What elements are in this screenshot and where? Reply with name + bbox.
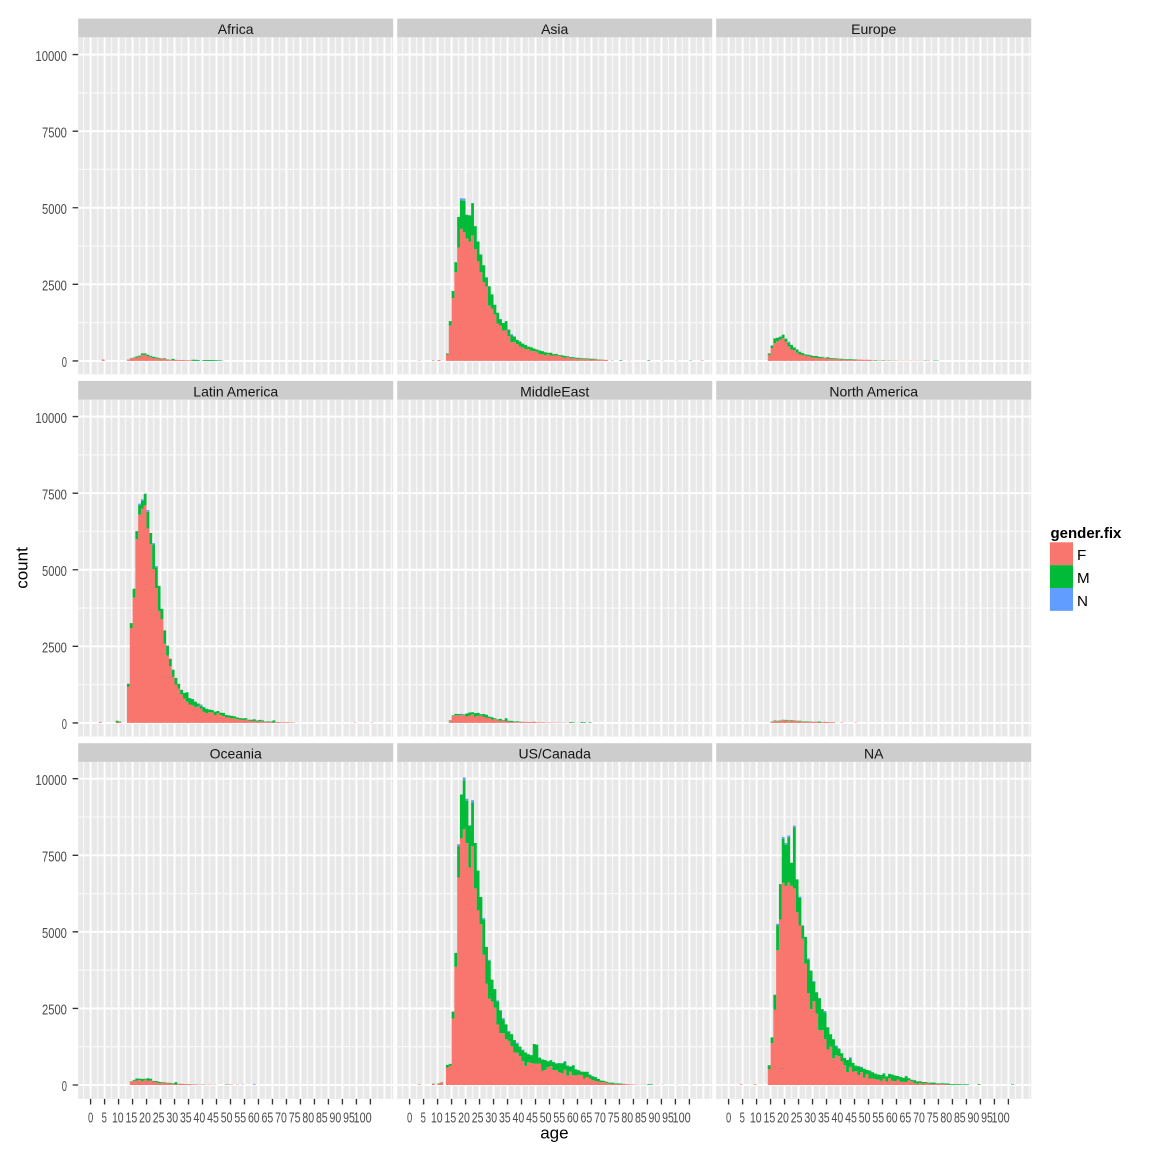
svg-text:90: 90	[649, 1110, 661, 1126]
svg-text:2500: 2500	[42, 1003, 67, 1019]
svg-text:75: 75	[927, 1110, 939, 1126]
svg-text:25: 25	[791, 1110, 803, 1126]
svg-text:7500: 7500	[42, 487, 67, 503]
svg-text:55: 55	[234, 1110, 246, 1126]
svg-text:10: 10	[750, 1110, 762, 1126]
svg-text:5000: 5000	[42, 202, 67, 218]
svg-text:25: 25	[472, 1110, 484, 1126]
svg-text:0: 0	[62, 355, 67, 371]
svg-text:90: 90	[968, 1110, 980, 1126]
svg-text:5000: 5000	[42, 926, 67, 942]
svg-text:75: 75	[289, 1110, 301, 1126]
svg-text:7500: 7500	[42, 849, 67, 865]
svg-text:60: 60	[248, 1110, 260, 1126]
svg-text:35: 35	[499, 1110, 511, 1126]
svg-text:50: 50	[221, 1110, 233, 1126]
svg-text:45: 45	[845, 1110, 857, 1126]
svg-text:MiddleEast: MiddleEast	[520, 383, 589, 399]
svg-text:40: 40	[194, 1110, 206, 1126]
svg-text:40: 40	[832, 1110, 844, 1126]
svg-text:2500: 2500	[42, 279, 67, 295]
svg-text:70: 70	[275, 1110, 287, 1126]
svg-text:50: 50	[859, 1110, 871, 1126]
svg-text:10: 10	[112, 1110, 124, 1126]
svg-text:Oceania: Oceania	[210, 746, 262, 762]
svg-text:70: 70	[594, 1110, 606, 1126]
svg-text:Africa: Africa	[218, 21, 254, 37]
svg-text:15: 15	[126, 1110, 138, 1126]
svg-text:5: 5	[421, 1110, 426, 1126]
svg-text:65: 65	[262, 1110, 274, 1126]
svg-text:10: 10	[431, 1110, 443, 1126]
svg-text:90: 90	[330, 1110, 342, 1126]
svg-text:count: count	[13, 547, 32, 589]
svg-text:35: 35	[818, 1110, 830, 1126]
svg-text:15: 15	[445, 1110, 457, 1126]
svg-text:US/Canada: US/Canada	[519, 746, 592, 762]
svg-text:85: 85	[954, 1110, 966, 1126]
svg-text:10000: 10000	[35, 49, 67, 65]
svg-text:70: 70	[913, 1110, 925, 1126]
svg-text:35: 35	[180, 1110, 192, 1126]
svg-text:North America: North America	[829, 383, 918, 399]
svg-text:60: 60	[567, 1110, 579, 1126]
svg-text:20: 20	[777, 1110, 789, 1126]
svg-text:gender.fix: gender.fix	[1051, 525, 1123, 542]
svg-text:20: 20	[139, 1110, 151, 1126]
svg-text:5: 5	[740, 1110, 745, 1126]
svg-text:65: 65	[581, 1110, 593, 1126]
svg-text:20: 20	[458, 1110, 470, 1126]
svg-text:100: 100	[992, 1110, 1010, 1126]
svg-text:Asia: Asia	[541, 21, 568, 37]
svg-text:2500: 2500	[42, 641, 67, 657]
svg-text:0: 0	[88, 1110, 93, 1126]
svg-text:55: 55	[872, 1110, 884, 1126]
svg-text:100: 100	[673, 1110, 691, 1126]
svg-text:30: 30	[804, 1110, 816, 1126]
svg-text:0: 0	[726, 1110, 731, 1126]
svg-text:80: 80	[940, 1110, 952, 1126]
svg-text:40: 40	[513, 1110, 525, 1126]
svg-text:age: age	[540, 1123, 568, 1142]
svg-text:M: M	[1077, 570, 1090, 587]
svg-text:7500: 7500	[42, 125, 67, 141]
svg-text:0: 0	[62, 1079, 67, 1095]
svg-text:0: 0	[407, 1110, 412, 1126]
svg-text:100: 100	[354, 1110, 372, 1126]
svg-text:85: 85	[316, 1110, 328, 1126]
svg-text:75: 75	[608, 1110, 620, 1126]
svg-text:30: 30	[166, 1110, 178, 1126]
svg-text:Europe: Europe	[851, 21, 896, 37]
svg-text:10000: 10000	[35, 773, 67, 789]
svg-text:15: 15	[764, 1110, 776, 1126]
svg-text:10000: 10000	[35, 411, 67, 427]
svg-text:N: N	[1077, 593, 1088, 610]
svg-text:25: 25	[153, 1110, 165, 1126]
svg-text:60: 60	[886, 1110, 898, 1126]
svg-text:30: 30	[485, 1110, 497, 1126]
svg-text:0: 0	[62, 717, 67, 733]
svg-text:F: F	[1077, 547, 1086, 564]
svg-text:45: 45	[526, 1110, 538, 1126]
svg-text:NA: NA	[864, 746, 884, 762]
svg-text:5000: 5000	[42, 564, 67, 580]
svg-text:5: 5	[102, 1110, 107, 1126]
svg-text:80: 80	[621, 1110, 633, 1126]
svg-text:45: 45	[207, 1110, 219, 1126]
svg-text:65: 65	[900, 1110, 912, 1126]
svg-text:85: 85	[635, 1110, 647, 1126]
svg-text:80: 80	[302, 1110, 314, 1126]
svg-text:Latin America: Latin America	[193, 383, 278, 399]
